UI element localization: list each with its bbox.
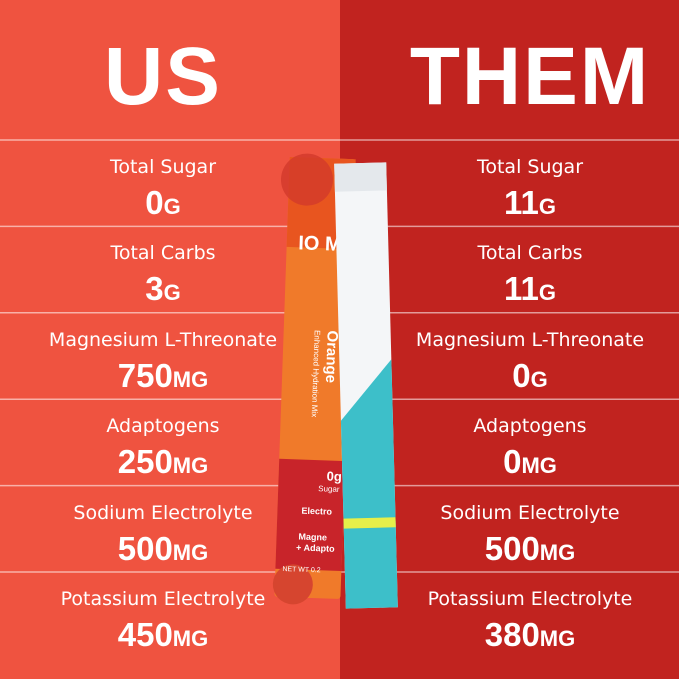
value-unit: MG — [521, 453, 557, 479]
packet-net-wt: NET WT 0.2 — [282, 566, 321, 574]
row-label: Total Carbs — [110, 242, 216, 265]
row-label: Sodium Electrolyte — [73, 501, 253, 524]
value-amount: 500 — [484, 529, 540, 567]
row-value: 250MG — [0, 443, 333, 481]
value-amount: 450 — [117, 616, 173, 653]
row-value: 500MG — [360, 530, 679, 568]
row-value: 500MG — [0, 530, 333, 568]
value-amount: 750 — [117, 356, 173, 394]
value-amount: 250 — [117, 443, 173, 481]
value-amount: 11 — [503, 270, 539, 308]
row-value: 3G — [0, 270, 333, 308]
side-title: THEM — [409, 31, 651, 122]
packet-sugar-label: Sugar — [318, 484, 340, 494]
value-unit: MG — [172, 366, 209, 392]
row-value: 450MG — [0, 616, 333, 654]
row-value: 0MG — [360, 443, 679, 481]
packet-adapto: + Adapto — [296, 542, 335, 553]
packet-sugar: 0g — [326, 468, 342, 484]
packet-electro: Electro — [301, 506, 332, 517]
row-value: 380MG — [360, 616, 679, 654]
row-value: 750MG — [0, 357, 333, 395]
value-amount: 500 — [117, 529, 173, 567]
value-unit: G — [163, 280, 181, 306]
value-unit: G — [538, 194, 556, 219]
row-value: 11G — [360, 270, 679, 308]
row-label: Magnesium L-Threonate — [48, 328, 278, 351]
packet-subtitle: Enhanced Hydration Mix — [310, 330, 322, 417]
row-label: Total Sugar — [476, 156, 584, 178]
value-amount: 0 — [145, 184, 164, 221]
row-label: Total Carbs — [477, 242, 583, 265]
value-amount: 3 — [145, 270, 164, 308]
value-unit: MG — [172, 539, 209, 565]
row-label: Total Sugar — [109, 156, 217, 178]
value-unit: G — [538, 280, 556, 306]
row-label: Adaptogens — [473, 415, 587, 438]
value-unit: MG — [172, 626, 209, 651]
row-label: Adaptogens — [106, 415, 220, 438]
row-value: 0G — [0, 184, 333, 222]
value-amount: 380 — [484, 616, 540, 653]
row-label: Magnesium L-Threonate — [415, 328, 645, 351]
packet-magne: Magne — [298, 532, 327, 543]
value-unit: MG — [539, 539, 576, 565]
value-unit: MG — [172, 453, 209, 479]
row-value: 0G — [360, 357, 679, 395]
white-packet — [334, 162, 398, 609]
row-label: Sodium Electrolyte — [440, 501, 620, 524]
row-value: 11G — [360, 184, 679, 222]
side-title: US — [104, 31, 222, 122]
value-amount: 0 — [503, 443, 522, 481]
row-label: Potassium Electrolyte — [60, 588, 266, 610]
packet-brand: IO MI — [298, 232, 348, 256]
value-unit: MG — [539, 626, 576, 651]
row-label: Potassium Electrolyte — [427, 588, 633, 610]
value-unit: G — [530, 366, 548, 392]
packet-flavor: Orange — [322, 330, 341, 383]
value-amount: 11 — [503, 184, 539, 221]
value-amount: 0 — [512, 356, 531, 394]
value-unit: G — [163, 194, 181, 219]
